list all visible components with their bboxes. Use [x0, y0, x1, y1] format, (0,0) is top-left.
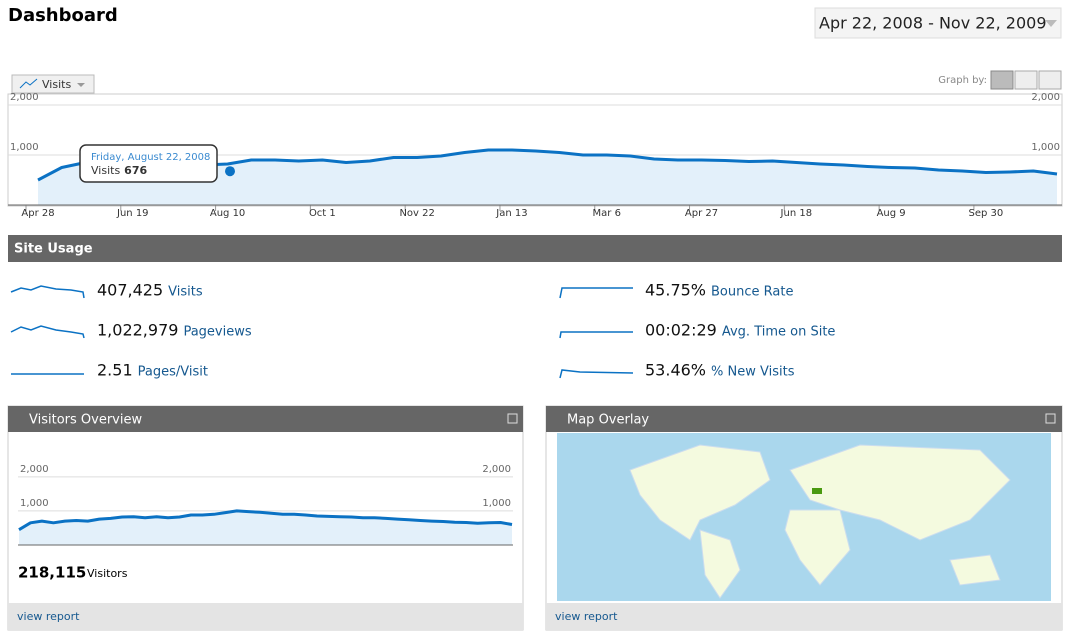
x-tick-label: Sep 30 — [969, 208, 1004, 219]
panel-header — [8, 406, 523, 432]
dropdown-arrow — [1045, 20, 1057, 27]
x-tick-label: Nov 22 — [399, 208, 434, 219]
sparkline — [10, 285, 85, 299]
sparkline — [559, 287, 633, 299]
x-tick-label: Jun 18 — [780, 208, 813, 219]
x-tick-label: Oct 1 — [309, 208, 336, 219]
x-tick-label: Mar 6 — [593, 208, 621, 219]
x-tick-label: Aug 10 — [210, 208, 245, 219]
metric-icon — [19, 78, 38, 89]
y-tick-label: 1,000 — [1031, 142, 1060, 153]
main-chart: 1,000 1,000 2,000 2,000 Apr 28 Jun 19 Aug 10 Oc… — [8, 92, 1062, 219]
tooltip-date: Friday, August 22, 2008 — [91, 152, 210, 163]
metric-link[interactable]: Pages/Visit — [138, 365, 208, 380]
y-tick-label: 1,000 — [482, 498, 511, 509]
y-tick-label: 2,000 — [20, 464, 49, 475]
visitors-total: 218,115 — [18, 564, 86, 582]
metric-value: 45.75% — [645, 281, 706, 300]
map-continents — [629, 444, 1011, 599]
main-chart-frame — [7, 93, 1063, 207]
map-highlight — [812, 488, 822, 494]
date-range: Apr 22, 2008 - Nov 22, 2009 — [819, 14, 1047, 33]
view-report-link[interactable]: view report — [555, 610, 618, 623]
y-tick-label: 1,000 — [20, 498, 49, 509]
y-tick-label: 2,000 — [10, 92, 39, 103]
x-tick-label: Apr 28 — [21, 208, 54, 219]
section-title: Site Usage — [14, 242, 93, 257]
panel-title: Map Overlay — [567, 413, 649, 428]
visitors-chart: 1,000 1,000 2,000 2,000 — [18, 464, 513, 546]
metric-name: Visits — [42, 78, 71, 91]
sparkline — [559, 331, 633, 339]
metric-link[interactable]: % New Visits — [711, 365, 795, 380]
metric-value: 1,022,979 — [97, 321, 178, 340]
graph-by-month[interactable] — [1038, 70, 1062, 90]
panel-footer — [546, 603, 1062, 630]
page-title: Dashboard — [8, 5, 118, 26]
x-tick-label: Jun 19 — [116, 208, 149, 219]
metric-value: 2.51 — [97, 361, 133, 380]
y-tick-label: 1,000 — [10, 142, 39, 153]
hover-point — [225, 166, 235, 177]
tooltip-value: Visits 676 — [91, 164, 147, 177]
sparkline — [559, 369, 634, 379]
y-tick-label: 2,000 — [1031, 92, 1060, 103]
section-header — [8, 235, 1062, 262]
close-button[interactable] — [507, 413, 518, 424]
y-tick-label: 2,000 — [482, 464, 511, 475]
line — [18, 509, 513, 531]
close-button[interactable] — [1045, 413, 1056, 424]
date-range-picker[interactable] — [814, 7, 1062, 39]
metric-link[interactable]: Visits — [168, 285, 203, 300]
panel-header — [546, 406, 1062, 432]
x-tick-label: Jan 13 — [495, 208, 527, 219]
graph-by-day[interactable] — [990, 70, 1014, 90]
sparkline — [10, 325, 85, 339]
graph-by-label: Graph by: — [938, 75, 987, 86]
x-tick-label: Aug 9 — [877, 208, 906, 219]
tooltip-label: Visits — [91, 164, 120, 177]
metric-link[interactable]: Avg. Time on Site — [722, 325, 836, 340]
metrics: 407,425 Visits 1,022,979 Pageviews 2.51 Pages… — [10, 281, 836, 380]
view-report-link[interactable]: view report — [17, 610, 80, 623]
graph-by-week[interactable] — [1014, 70, 1038, 90]
tooltip — [79, 144, 218, 183]
x-tick-label: Apr 27 — [685, 208, 718, 219]
metric-value: 53.46% — [645, 361, 706, 380]
tooltip-number: 676 — [124, 164, 147, 177]
visitors-label: Visitors — [87, 567, 128, 580]
panel-title: Visitors Overview — [29, 413, 142, 428]
metric-value: 407,425 — [97, 281, 163, 300]
dropdown-arrow — [77, 83, 85, 87]
panel-footer — [8, 603, 523, 630]
metric-value: 00:02:29 — [645, 321, 717, 340]
metric-dropdown[interactable] — [11, 74, 95, 94]
metric-link[interactable]: Pageviews — [183, 325, 251, 340]
metric-link[interactable]: Bounce Rate — [711, 285, 793, 300]
